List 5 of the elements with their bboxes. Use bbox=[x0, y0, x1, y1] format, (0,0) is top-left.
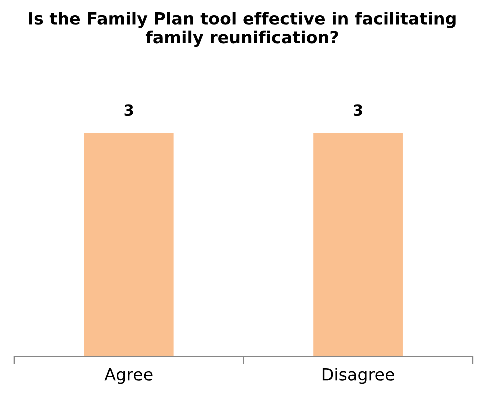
data-label: 3 bbox=[354, 104, 362, 116]
x-tick-label: Disagree bbox=[322, 368, 394, 384]
x-tick-label: Agree bbox=[104, 368, 153, 384]
data-label: 3 bbox=[124, 104, 134, 116]
chart-title: Is the Family Plan tool effective in facilitating family reunification? bbox=[29, 12, 456, 48]
